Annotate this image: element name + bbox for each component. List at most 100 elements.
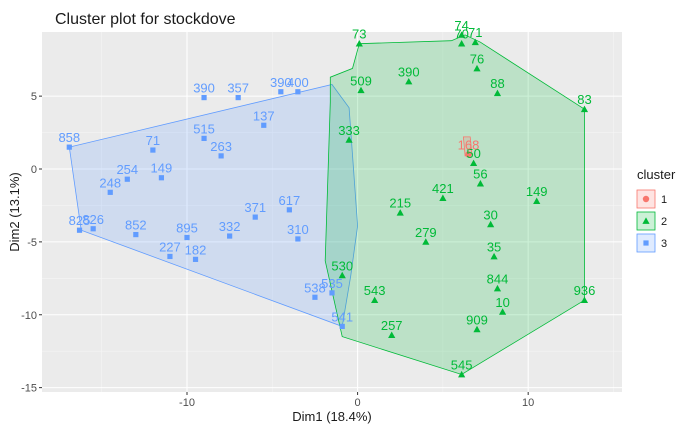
point-cluster-3 bbox=[261, 122, 267, 128]
point-cluster-3 bbox=[227, 233, 233, 239]
point-label: 30 bbox=[483, 207, 497, 222]
point-cluster-2 bbox=[439, 194, 447, 202]
point-label: 168 bbox=[458, 137, 480, 152]
cluster-hull-1 bbox=[462, 136, 473, 157]
point-cluster-2 bbox=[469, 159, 478, 167]
point-label: 70 bbox=[454, 27, 468, 42]
point-cluster-3 bbox=[124, 176, 130, 182]
point-cluster-3 bbox=[235, 94, 241, 101]
plot-panel bbox=[42, 32, 622, 392]
point-label: 535 bbox=[321, 276, 343, 291]
legend-marker-3 bbox=[643, 240, 649, 246]
point-cluster-3 bbox=[201, 94, 207, 101]
point-cluster-3 bbox=[286, 207, 292, 213]
point-cluster-2 bbox=[345, 136, 353, 143]
point-label: 71 bbox=[146, 133, 160, 148]
point-label: 357 bbox=[227, 81, 249, 96]
point-label: 421 bbox=[432, 181, 454, 196]
point-cluster-3 bbox=[192, 256, 199, 262]
legend-label-1: 1 bbox=[661, 194, 667, 206]
point-label: 936 bbox=[574, 283, 596, 298]
point-cluster-2 bbox=[473, 325, 481, 333]
point-label: 400 bbox=[287, 75, 309, 90]
point-cluster-3 bbox=[252, 214, 258, 220]
point-label: 56 bbox=[473, 167, 487, 182]
point-label: 909 bbox=[466, 312, 488, 327]
point-label: 215 bbox=[389, 196, 411, 211]
point-label: 10 bbox=[495, 295, 509, 310]
legend-marker-2 bbox=[642, 217, 650, 224]
legend-label-2: 2 bbox=[661, 216, 667, 228]
point-label: 182 bbox=[185, 242, 207, 257]
point-cluster-2 bbox=[533, 197, 541, 204]
x-axis-title: Dim1 (18.4%) bbox=[292, 409, 371, 424]
point-cluster-3 bbox=[312, 294, 318, 300]
point-label: 76 bbox=[470, 51, 484, 66]
point-cluster-3 bbox=[158, 175, 165, 181]
point-cluster-3 bbox=[339, 323, 345, 330]
point-cluster-2 bbox=[388, 331, 396, 339]
point-label: 390 bbox=[193, 81, 215, 96]
x-tick-label: 10 bbox=[522, 397, 534, 409]
point-cluster-2 bbox=[471, 38, 479, 46]
point-cluster-2 bbox=[396, 209, 404, 216]
point-label: 263 bbox=[210, 139, 232, 154]
point-label: 248 bbox=[99, 175, 121, 190]
point-label: 509 bbox=[350, 73, 372, 88]
cluster-hulls bbox=[68, 34, 585, 375]
point-cluster-3 bbox=[90, 226, 96, 232]
point-label: 88 bbox=[490, 76, 504, 91]
x-axis-ticks: -10 0 10 bbox=[179, 392, 534, 409]
point-cluster-3 bbox=[107, 189, 113, 195]
point-label: 227 bbox=[159, 239, 181, 254]
point-label: 333 bbox=[338, 123, 360, 138]
point-label: 858 bbox=[58, 130, 80, 145]
minor-gridlines bbox=[42, 32, 622, 392]
y-tick-label: -15 bbox=[21, 383, 37, 395]
point-label: 515 bbox=[193, 121, 215, 136]
point-cluster-2 bbox=[405, 77, 413, 85]
point-cluster-1 bbox=[465, 151, 472, 158]
point-label: 73 bbox=[352, 27, 366, 42]
cluster-hull-3 bbox=[68, 84, 359, 327]
point-cluster-2 bbox=[487, 220, 495, 228]
point-label: 545 bbox=[451, 358, 473, 373]
point-label: 35 bbox=[487, 239, 501, 254]
point-label: 390 bbox=[270, 75, 292, 90]
point-cluster-2 bbox=[476, 179, 485, 187]
x-tick-label: 0 bbox=[355, 397, 361, 409]
point-label: 895 bbox=[176, 221, 198, 236]
point-label: 538 bbox=[304, 280, 326, 295]
point-label: 844 bbox=[487, 272, 509, 287]
point-cluster-3 bbox=[184, 234, 190, 241]
x-tick-label: -10 bbox=[179, 397, 195, 409]
point-cluster-2 bbox=[493, 284, 502, 292]
point-label: 50 bbox=[466, 146, 480, 161]
point-cluster-3 bbox=[150, 147, 156, 153]
legend-label-3: 3 bbox=[661, 238, 667, 250]
point-label: 310 bbox=[287, 222, 309, 237]
point-label: 279 bbox=[415, 225, 437, 240]
y-tick-label: 0 bbox=[31, 164, 37, 176]
point-cluster-2 bbox=[422, 238, 430, 245]
chart-title: Cluster plot for stockdove bbox=[55, 11, 236, 28]
point-cluster-2 bbox=[371, 296, 379, 304]
point-cluster-2 bbox=[338, 271, 346, 279]
point-cluster-3 bbox=[295, 89, 301, 95]
point-cluster-2 bbox=[493, 89, 502, 97]
y-tick-label: -10 bbox=[21, 310, 37, 322]
major-gridlines bbox=[42, 32, 622, 392]
point-cluster-3 bbox=[295, 236, 301, 242]
y-axis-ticks: -15 -10 -5 0 5 bbox=[21, 91, 42, 395]
point-label: 617 bbox=[279, 193, 301, 208]
point-cluster-2 bbox=[490, 252, 498, 260]
point-cluster-3 bbox=[133, 231, 139, 238]
point-cluster-3 bbox=[66, 144, 72, 150]
point-cluster-3 bbox=[167, 253, 173, 260]
y-tick-label: -5 bbox=[27, 237, 37, 249]
legend-title: cluster bbox=[637, 167, 676, 182]
point-label: 149 bbox=[526, 184, 548, 199]
point-label: 541 bbox=[331, 309, 353, 324]
